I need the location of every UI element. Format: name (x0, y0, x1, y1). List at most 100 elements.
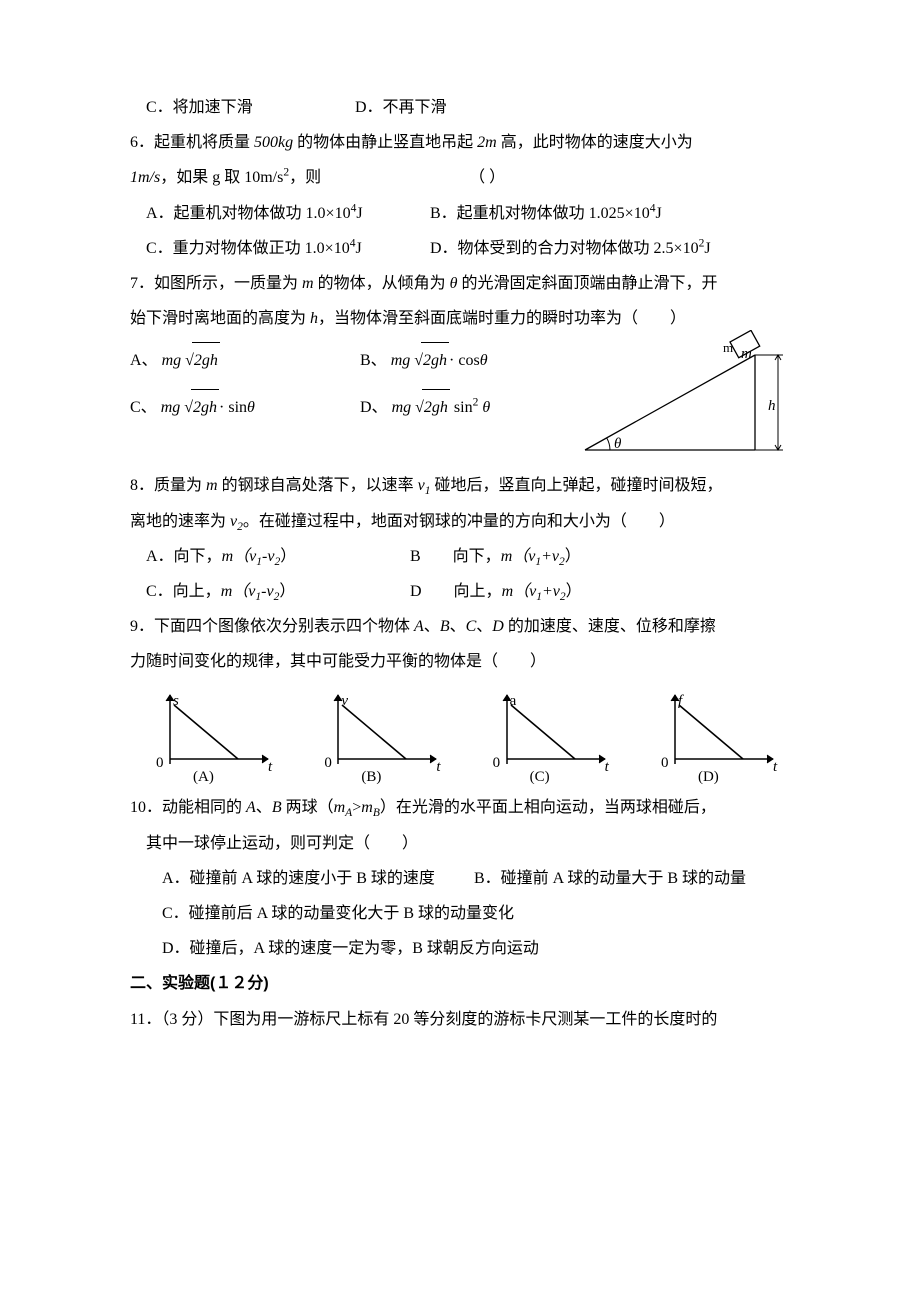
q6-opt-d: D．物体受到的合力对物体做功 2.5×102J (430, 231, 711, 266)
q9-fig-a: s 0 t (A) (148, 689, 283, 784)
q9-figures: s 0 t (A) v 0 t (B) (148, 689, 788, 784)
q10-mB: m (361, 799, 373, 816)
q6-t1: 6．起重机将质量 (130, 134, 254, 151)
q7-t2: 的物体，从倾角为 (314, 275, 450, 292)
q10-B: B (272, 799, 282, 816)
q7-h: h (310, 310, 318, 327)
q8-row-cd: C．向上，m（v1-v2） D 向上，m（v1+v2） (130, 574, 790, 609)
q9-t1: 9．下面四个图像依次分别表示四个物体 (130, 618, 414, 635)
q7-row-ab: A、 mg2gh B、 mg2gh· cosθ (130, 342, 570, 378)
q9-fig-b: v 0 t (B) (316, 689, 451, 784)
q6-opt-a: A．起重机对物体做功 1.0×104J (130, 196, 430, 231)
q8-row-ab: A．向下，m（v1-v2） B 向下，m（v1+v2） (130, 539, 790, 574)
q6-stem-line1: 6．起重机将质量 500kg 的物体由静止竖直地吊起 2m 高，此时物体的速度大… (130, 125, 790, 160)
q10-opt-c: C．碰撞前后 A 球的动量变化大于 B 球的动量变化 (130, 896, 790, 931)
q9-fig-d: f 0 t (D) (653, 689, 788, 784)
q9d-y: f (678, 685, 682, 718)
q9d-x: t (773, 751, 777, 784)
q8-t4: 离地的速率为 (130, 513, 230, 530)
q7-t1: 7．如图所示，一质量为 (130, 275, 302, 292)
q8-stem-line2: 离地的速率为 v2。在碰撞过程中，地面对钢球的冲量的方向和大小为（ ） (130, 504, 790, 539)
q8-opt-a: A．向下，m（v1-v2） (130, 539, 410, 574)
q8-t3: 碰地后，竖直向上弹起，碰撞时间极短， (430, 477, 722, 494)
q6-stem-line2: 1m/s，如果 g 取 10m/s2，则 （ ） (130, 160, 790, 195)
q9b-x: t (436, 751, 440, 784)
q9a-y: s (173, 685, 179, 718)
q9c-cap: (C) (530, 761, 550, 794)
q9-A: A (414, 618, 424, 635)
q8-v1: v (418, 477, 425, 494)
q10-gt: > (352, 799, 361, 816)
q7-fig-m-prefix: m (723, 334, 733, 363)
q6-mass: 500kg (254, 134, 293, 151)
q9-C: C (466, 618, 477, 635)
q10-stem-line2: 其中一球停止运动，则可判定（ ） (130, 826, 790, 861)
q7-m: m (302, 275, 314, 292)
q5-opt-d: D．不再下滑 (355, 90, 447, 125)
q9-stem-line2: 力随时间变化的规律，其中可能受力平衡的物体是（ ） (130, 644, 790, 679)
q6-row-ab: A．起重机对物体做功 1.0×104J B．起重机对物体做功 1.025×104… (130, 196, 790, 231)
q7-opt-a: A、 mg2gh (130, 342, 360, 378)
q10-opt-a: A．碰撞前 A 球的速度小于 B 球的速度 (162, 861, 474, 896)
q9a-x: t (268, 751, 272, 784)
q11-stem: 11．（3 分）下图为用一游标尺上标有 20 等分刻度的游标卡尺测某一工件的长度… (130, 1002, 790, 1037)
q9b-cap: (B) (361, 761, 381, 794)
q9-stem-line1: 9．下面四个图像依次分别表示四个物体 A、B、C、D 的加速度、速度、位移和摩擦 (130, 609, 790, 644)
q10-t3: ）在光滑的水平面上相向运动，当两球相碰后， (380, 799, 716, 816)
q7-row-cd: C、 mg2gh· sinθ D、 mg2gh sin2 θ (130, 389, 570, 425)
q8-t1: 8．质量为 (130, 477, 206, 494)
q6-opt-b: B．起重机对物体做功 1.025×104J (430, 196, 662, 231)
q9c-x: t (605, 751, 609, 784)
q6-row-cd: C．重力对物体做正功 1.0×104J D．物体受到的合力对物体做功 2.5×1… (130, 231, 790, 266)
q9-fig-c: a 0 t (C) (485, 689, 620, 784)
section-2-heading: 二、实验题(１２分) (130, 966, 790, 1001)
q8-t2: 的钢球自高处落下，以速率 (218, 477, 418, 494)
q7-opt-c: C、 mg2gh· sinθ (130, 389, 360, 425)
q10-A: A (246, 799, 256, 816)
q8-opt-c: C．向上，m（v1-v2） (130, 574, 410, 609)
q6-t2: 的物体由静止竖直地吊起 (293, 134, 477, 151)
q6-t5: ，则 (289, 169, 321, 186)
q6-t4: ，如果 g 取 10m/s (160, 169, 283, 186)
q10-t2: 两球（ (282, 799, 334, 816)
q5-opt-c: C．将加速下滑 (130, 90, 355, 125)
q10-opt-b: B．碰撞前 A 球的动量大于 B 球的动量 (474, 861, 746, 896)
q7-options: A、 mg2gh B、 mg2gh· cosθ C、 mg2gh· sinθ D… (130, 336, 570, 424)
q9-B: B (440, 618, 450, 635)
q10-row-ab: A．碰撞前 A 球的速度小于 B 球的速度 B．碰撞前 A 球的动量大于 B 球… (130, 861, 790, 896)
q9-t3: 力随时间变化的规律，其中可能受力平衡的物体是（ ） (130, 653, 546, 670)
q8-m: m (206, 477, 218, 494)
q9-D: D (492, 618, 504, 635)
q6-height: 2m (477, 134, 497, 151)
q7-options-and-fig: A、 mg2gh B、 mg2gh· cosθ C、 mg2gh· sinθ D… (130, 336, 790, 460)
q8-t5: 。在碰撞过程中，地面对钢球的冲量的方向和大小为（ ） (243, 513, 675, 530)
q10-stem-line1: 10．动能相同的 A、B 两球（mA>mB）在光滑的水平面上相向运动，当两球相碰… (130, 790, 790, 825)
q7-opt-b: B、 mg2gh· cosθ (360, 342, 488, 378)
q6-t3: 高，此时物体的速度大小为 (497, 134, 693, 151)
q7-t3: 的光滑固定斜面顶端由静止滑下，开 (457, 275, 717, 292)
q7-fig-h-label: h (768, 390, 776, 423)
q9b-0: 0 (324, 747, 332, 780)
exam-page: C．将加速下滑 D．不再下滑 6．起重机将质量 500kg 的物体由静止竖直地吊… (0, 0, 920, 1097)
q7-figure: m m h θ (580, 330, 790, 460)
q7-t4: 始下滑时离地面的高度为 (130, 310, 310, 327)
q7-fig-theta-label: θ (614, 428, 621, 461)
q7-t5: ，当物体滑至斜面底端时重力的瞬时功率为（ ） (318, 310, 686, 327)
q10-t1: 10．动能相同的 (130, 799, 246, 816)
q5-options: C．将加速下滑 D．不再下滑 (130, 90, 790, 125)
incline-svg (580, 330, 790, 460)
q9a-cap: (A) (193, 761, 214, 794)
q9a-0: 0 (156, 747, 164, 780)
q10-opt-d: D．碰撞后，A 球的速度一定为零，B 球朝反方向运动 (130, 931, 790, 966)
q7-opt-d: D、 mg2gh sin2 θ (360, 389, 490, 425)
q9c-y: a (510, 685, 517, 718)
q9-t2: 的加速度、速度、位移和摩擦 (504, 618, 716, 635)
q9c-0: 0 (493, 747, 501, 780)
q9b-y: v (341, 685, 348, 718)
q8-opt-b: B 向下，m（v1+v2） (410, 539, 581, 574)
q9d-0: 0 (661, 747, 669, 780)
q8-stem-line1: 8．质量为 m 的钢球自高处落下，以速率 v1 碰地后，竖直向上弹起，碰撞时间极… (130, 468, 790, 503)
q7-fig-m-label: m (741, 338, 752, 371)
q10-mA: m (334, 799, 346, 816)
q6-opt-c: C．重力对物体做正功 1.0×104J (130, 231, 430, 266)
